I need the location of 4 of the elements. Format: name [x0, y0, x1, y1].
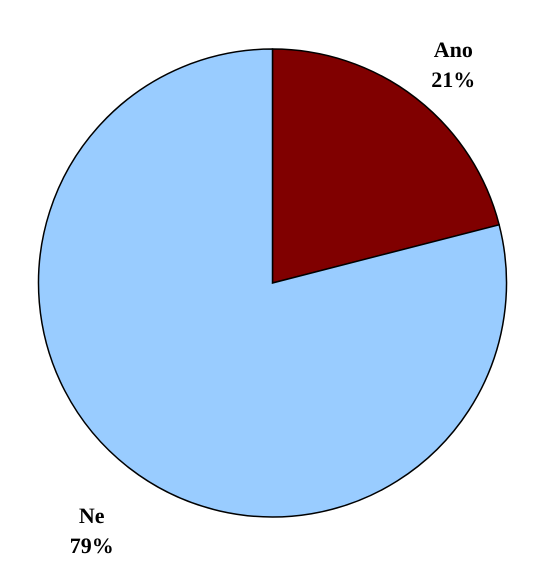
data-label: 21% [431, 66, 476, 92]
slice-label: Ano [434, 36, 473, 62]
slice-label: Ne [78, 503, 105, 528]
data-label: 79% [70, 533, 114, 558]
